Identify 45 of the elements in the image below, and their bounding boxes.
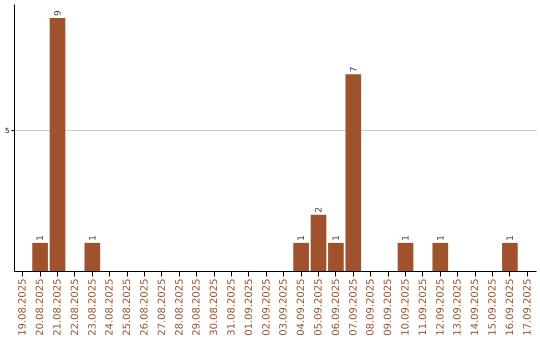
data-label: 1 <box>36 235 46 241</box>
bar <box>345 74 362 271</box>
bar <box>432 242 448 271</box>
x-tick-label: 04.09.2025 <box>296 278 308 336</box>
x-tick-label: 31.08.2025 <box>226 278 238 336</box>
x-tick-label: 06.09.2025 <box>330 278 342 336</box>
bar <box>502 242 518 271</box>
x-tick-label: 11.09.2025 <box>418 278 429 336</box>
x-tick-label: 19.08.2025 <box>18 278 29 336</box>
x-tick-label: 26.08.2025 <box>140 278 150 336</box>
bar <box>84 242 100 271</box>
data-label: 1 <box>402 235 412 241</box>
x-tick-label: 03.09.2025 <box>278 278 290 336</box>
x-tick-label: 29.08.2025 <box>192 278 203 336</box>
x-tick-label: 22.08.2025 <box>70 278 81 336</box>
data-label: 1 <box>88 235 98 241</box>
x-tick-label: 24.08.2025 <box>104 278 116 336</box>
x-tick-label: 15.09.2025 <box>488 278 498 336</box>
data-label: 1 <box>332 235 342 241</box>
x-tick-label: 08.09.2025 <box>366 278 377 336</box>
x-tick-label: 09.09.2025 <box>383 278 394 336</box>
x-tick-label: 01.09.2025 <box>244 278 255 336</box>
x-tick-label: 05.09.2025 <box>314 278 324 336</box>
data-label: 7 <box>349 66 360 72</box>
x-tick-label: 02.09.2025 <box>261 278 272 336</box>
x-tick-label: 27.08.2025 <box>156 278 168 336</box>
x-tick-label: 25.08.2025 <box>122 278 134 336</box>
x-tick-label: 30.08.2025 <box>209 278 220 336</box>
x-tick-label: 13.09.2025 <box>452 278 464 336</box>
data-label: 1 <box>436 235 446 241</box>
x-tick-label: 16.09.2025 <box>504 278 516 336</box>
x-tick-label: 23.08.2025 <box>87 278 98 336</box>
data-label: 9 <box>54 10 64 16</box>
x-tick-label: 20.08.2025 <box>35 278 46 336</box>
data-label: 1 <box>297 235 308 241</box>
bar <box>398 242 414 271</box>
data-label: 1 <box>506 235 516 241</box>
data-label: 2 <box>314 207 324 213</box>
x-tick-label: 28.08.2025 <box>174 278 186 336</box>
x-tick-label: 17.09.2025 <box>522 278 534 336</box>
x-tick-label: 14.09.2025 <box>470 278 482 336</box>
x-tick-label: 10.09.2025 <box>400 278 412 336</box>
x-tick-label: 12.09.2025 <box>435 278 446 336</box>
x-tick-label: 21.08.2025 <box>52 278 64 336</box>
x-tick-label: 07.09.2025 <box>348 278 360 336</box>
